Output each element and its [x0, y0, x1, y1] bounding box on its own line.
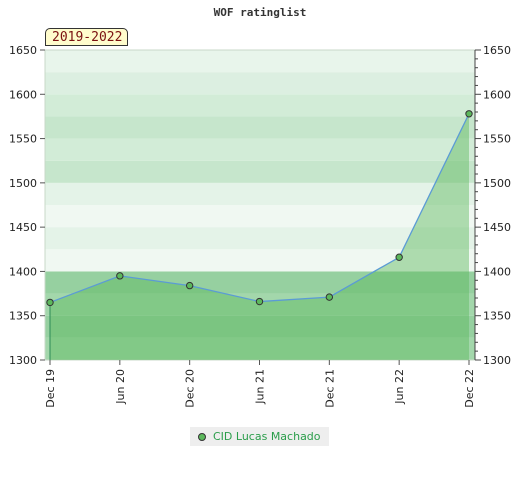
y-tick-label-left: 1650 [9, 44, 37, 57]
chart-title: WOF ratinglist [213, 6, 307, 19]
legend-marker-icon [198, 432, 206, 441]
data-point [325, 293, 334, 301]
y-tick-label-right: 1650 [483, 44, 511, 57]
data-point [465, 110, 473, 118]
background-band [45, 116, 475, 139]
y-tick-label-left: 1350 [9, 310, 37, 323]
y-tick-label-right: 1300 [483, 354, 511, 367]
y-tick-label-right: 1600 [483, 88, 511, 101]
background-band [45, 227, 475, 250]
legend[interactable]: CID Lucas Machado [190, 427, 329, 446]
x-tick-label: Dec 21 [323, 369, 336, 408]
y-axis-left: 1300 1350 1400 1450 1500 1550 1600 1650 [9, 44, 45, 367]
x-tick-label: Dec 22 [463, 369, 476, 408]
data-points [46, 110, 473, 307]
x-tick-label: Dec 19 [44, 369, 57, 408]
data-point [255, 297, 264, 306]
x-tick-label: Jun 20 [114, 369, 127, 405]
background-band [45, 94, 475, 117]
y-tick-label-right: 1550 [483, 133, 511, 146]
x-tick-label: Dec 20 [184, 369, 197, 408]
background-band [45, 138, 475, 161]
background-band [45, 271, 475, 294]
y-tick-label-right: 1500 [483, 177, 511, 190]
y-tick-label-left: 1600 [9, 88, 37, 101]
y-tick-label-left: 1450 [9, 221, 37, 234]
background-band [45, 315, 475, 338]
y-tick-label-right: 1350 [483, 310, 511, 323]
y-tick-label-right: 1400 [483, 265, 511, 278]
data-point [185, 281, 194, 290]
background-band [45, 337, 475, 360]
y-tick-label-left: 1300 [9, 354, 37, 367]
series-area [50, 113, 469, 361]
y-tick-label-right: 1450 [483, 221, 511, 234]
y-tick-label-left: 1500 [9, 177, 37, 190]
x-tick-label: Jun 22 [393, 369, 406, 405]
period-badge: 2019-2022 [45, 28, 129, 46]
background-band [45, 205, 475, 228]
y-tick-label-left: 1400 [9, 265, 37, 278]
background-band [45, 249, 475, 272]
y-tick-label-left: 1550 [9, 133, 37, 146]
x-tick-label: Jun 21 [254, 369, 267, 405]
x-axis: Dec 19 Jun 20 Dec 20 Jun 21 Dec 21 Jun 22 Dec … [44, 360, 476, 408]
background-band [45, 72, 475, 95]
background-band [45, 160, 475, 183]
background-band [45, 182, 475, 205]
legend-label: CID Lucas Machado [213, 430, 321, 443]
data-point [116, 272, 124, 280]
data-point [46, 298, 54, 307]
y-axis-right: 1300 1350 1400 1450 1500 1550 1600 1650 [474, 44, 511, 367]
data-point [395, 253, 403, 261]
background-band [45, 50, 475, 73]
